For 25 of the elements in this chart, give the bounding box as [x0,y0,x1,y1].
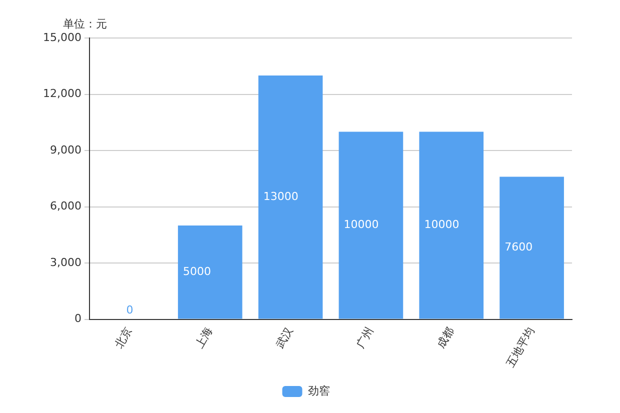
x-tick-label: 上海 [192,325,216,351]
y-tick-label: 15,000 [42,30,82,44]
x-tick-label: 北京 [112,325,135,351]
y-tick-label: 12,000 [42,87,82,100]
x-tick-label: 广州 [354,325,376,351]
x-tick-label: 武汉 [273,325,296,351]
data-label: 7600 [504,240,533,254]
legend-label: 劲窖 [308,384,330,398]
bar [258,76,323,319]
y-tick-label: 0 [74,312,82,326]
data-label: 13000 [263,190,298,204]
data-label: 0 [126,304,134,317]
bar [178,226,242,319]
y-tick-label: 6,000 [50,200,82,213]
y-axis-title: 单位：元 [63,17,107,30]
bar [419,132,484,319]
bar [500,176,564,319]
data-label: 5000 [182,265,211,278]
y-tick-label: 3,000 [50,256,82,269]
data-label: 10000 [344,218,379,232]
x-tick-label: 五地平均 [504,325,537,370]
x-tick-label: 成都 [434,325,456,351]
bar [338,132,404,319]
y-tick-label: 9,000 [50,143,82,156]
data-label: 10000 [424,218,460,232]
